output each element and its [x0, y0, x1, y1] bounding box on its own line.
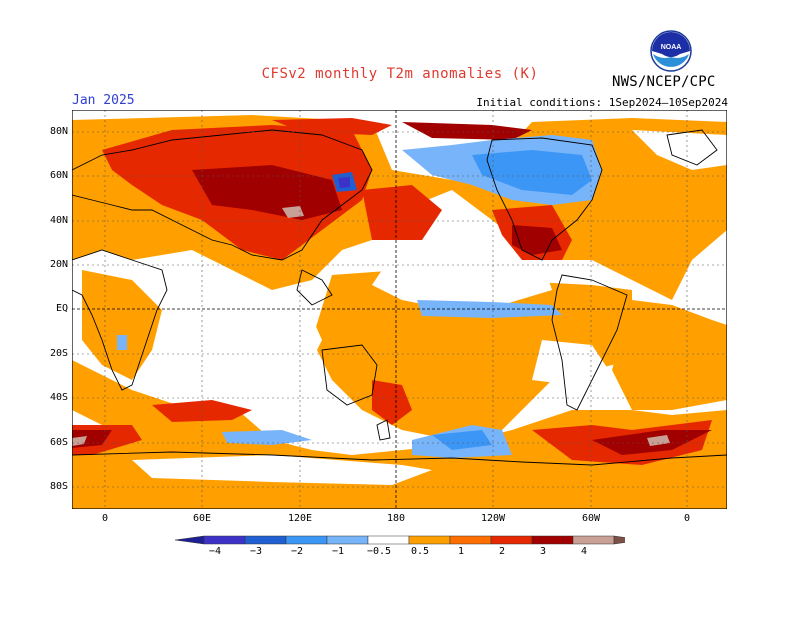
lon-label-120w: 120W [480, 513, 506, 524]
colorbar-bin-3 [285, 535, 328, 545]
colorbar-label-m2: −2 [290, 546, 304, 557]
colorbar-label-4: 4 [580, 546, 588, 557]
colorbar [175, 535, 625, 545]
lon-label-0-east: 0 [683, 513, 691, 524]
lon-label-0: 0 [101, 513, 109, 524]
colorbar-bin-0 [175, 535, 205, 545]
lat-label-60s: 60S [49, 437, 68, 448]
colorbar-bin-4 [326, 535, 369, 545]
colorbar-bin-11 [613, 535, 625, 545]
chart-title: CFSv2 monthly T2m anomalies (K) [261, 66, 539, 82]
lat-label-80n: 80N [49, 126, 68, 137]
lon-label-180: 180 [386, 513, 406, 524]
anomaly-region-negative-core [338, 177, 350, 188]
colorbar-bin-1 [203, 535, 246, 545]
lat-label-20s: 20S [49, 348, 68, 359]
colorbar-label-m3: −3 [249, 546, 263, 557]
colorbar-label-m1: −1 [331, 546, 345, 557]
coastlines [72, 129, 727, 466]
lat-label-eq: EQ [55, 303, 68, 314]
noaa-logo-text: NOAA [661, 44, 682, 51]
initial-conditions: Initial conditions: 1Sep2024–10Sep2024 [476, 96, 728, 109]
noaa-logo: NOAA [650, 30, 692, 72]
graticule [72, 110, 727, 509]
lat-label-20n: 20N [49, 259, 68, 270]
forecast-month: Jan 2025 [72, 93, 135, 108]
lon-label-60e: 60E [192, 513, 212, 524]
colorbar-label-1: 1 [457, 546, 465, 557]
colorbar-bin-6 [408, 535, 451, 545]
anomaly-map [72, 110, 727, 509]
anomaly-region-negative-medium [432, 150, 592, 450]
colorbar-bin-7 [449, 535, 492, 545]
lat-label-40s: 40S [49, 392, 68, 403]
anomaly-region-positive-high [72, 122, 712, 455]
lat-label-60n: 60N [49, 170, 68, 181]
lat-label-40n: 40N [49, 215, 68, 226]
colorbar-label-2: 2 [498, 546, 506, 557]
colorbar-label-05: 0.5 [410, 546, 430, 557]
lat-label-80s: 80S [49, 481, 68, 492]
colorbar-label-3: 3 [539, 546, 547, 557]
lon-label-60w: 60W [581, 513, 601, 524]
colorbar-bin-9 [531, 535, 574, 545]
colorbar-bin-10 [572, 535, 615, 545]
colorbar-bin-2 [244, 535, 287, 545]
colorbar-label-m05: −0.5 [366, 546, 392, 557]
colorbar-bin-5 [367, 535, 410, 545]
lon-label-120e: 120E [287, 513, 313, 524]
colorbar-bin-8 [490, 535, 533, 545]
agency-label: NWS/NCEP/CPC [612, 74, 716, 90]
colorbar-label-m4: −4 [208, 546, 222, 557]
